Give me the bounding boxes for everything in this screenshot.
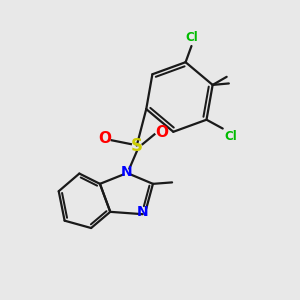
Text: O: O [98, 131, 111, 146]
Text: N: N [121, 165, 132, 179]
Text: S: S [131, 136, 143, 154]
Text: Cl: Cl [185, 31, 198, 44]
Text: Cl: Cl [224, 130, 237, 143]
Text: N: N [137, 205, 148, 219]
Text: O: O [155, 125, 168, 140]
